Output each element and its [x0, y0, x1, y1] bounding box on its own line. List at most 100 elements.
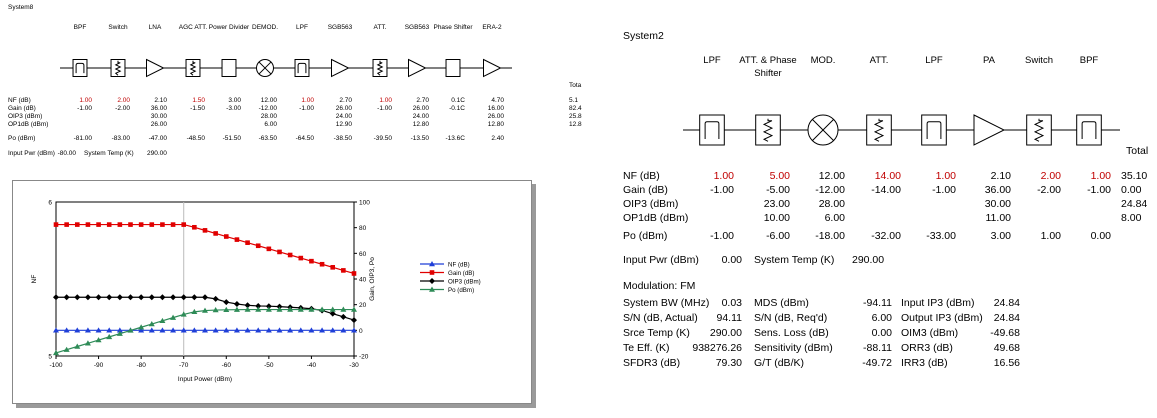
cell-value: 1.00	[301, 97, 314, 104]
cell-value: 14.00	[874, 170, 901, 182]
lowpass-filter-icon[interactable]	[294, 59, 310, 77]
component-label: Phase Shifter	[433, 24, 473, 31]
component-label: AGC ATT.	[178, 24, 208, 31]
legend-label: NF (dB)	[448, 261, 470, 268]
component-label: LNA	[148, 24, 162, 31]
input-power-label: Input Pwr (dBm)	[623, 254, 699, 266]
cell-value: -33.00	[926, 230, 956, 242]
data-point	[202, 327, 208, 333]
bandpass-filter-icon[interactable]	[72, 59, 88, 77]
input-power-value[interactable]: -80.00	[57, 150, 76, 157]
cell-value: 36.00	[150, 105, 167, 112]
switch-icon[interactable]	[1026, 114, 1052, 146]
input-power-value[interactable]: 0.00	[721, 254, 742, 266]
attenuator-icon[interactable]	[185, 59, 201, 77]
row-label: Gain (dB)	[623, 184, 668, 196]
data-point	[53, 349, 59, 356]
amplifier-icon[interactable]	[973, 114, 1006, 146]
data-point	[223, 327, 230, 333]
data-point	[351, 327, 357, 333]
amplifier-icon[interactable]	[331, 58, 350, 78]
total-header: Tota	[569, 82, 582, 89]
cell-value: -13.50	[410, 135, 429, 142]
data-point	[191, 308, 198, 315]
data-point	[429, 261, 435, 267]
cell-value: -63.50	[258, 135, 277, 142]
data-point	[192, 224, 197, 230]
legend-item: Po (dBm)	[420, 286, 474, 294]
x-tick-label: -60	[222, 362, 232, 369]
data-point	[138, 294, 145, 301]
y-right-tick-label: 20	[359, 302, 367, 309]
bandpass-filter-icon[interactable]	[1076, 114, 1102, 146]
attenuator-icon[interactable]	[755, 114, 781, 146]
summary-label: SFDR3 (dB)	[623, 357, 681, 369]
system-temp-value[interactable]: 290.00	[147, 150, 167, 157]
attenuator-icon[interactable]	[372, 59, 388, 77]
component-label: MOD.	[810, 55, 836, 66]
phase-shifter-icon[interactable]	[445, 59, 461, 77]
component-label: BPF	[1079, 55, 1099, 66]
mixer-icon[interactable]	[807, 114, 839, 146]
cell-value: 30.00	[150, 113, 167, 120]
data-point	[255, 243, 261, 249]
data-point	[159, 327, 166, 333]
total-header: Total	[1126, 145, 1149, 157]
cell-value: 26.00	[335, 105, 352, 112]
amplifier-icon[interactable]	[146, 58, 165, 78]
cell-value: 2.00	[1040, 170, 1061, 182]
cell-value: 1.00	[1090, 170, 1111, 182]
data-point	[160, 222, 165, 227]
data-point	[429, 278, 435, 284]
data-point	[148, 294, 155, 301]
lowpass-filter-icon[interactable]	[699, 114, 725, 146]
cell-value: 0.00	[1090, 230, 1111, 242]
amplifier-icon[interactable]	[408, 58, 427, 78]
cell-value: 6.00	[264, 121, 277, 128]
switch-icon[interactable]	[110, 59, 126, 77]
x-tick-label: -70	[179, 362, 189, 369]
data-point	[329, 310, 336, 317]
modulation-label: Modulation: FM	[623, 280, 696, 292]
x-tick-label: -40	[307, 362, 317, 369]
data-point	[330, 265, 336, 270]
data-point	[298, 255, 304, 261]
component-label: ERA-2	[482, 24, 502, 31]
data-point	[106, 294, 113, 301]
series-2	[53, 294, 357, 324]
component-label: DEMOD.	[252, 24, 278, 31]
data-point	[341, 268, 346, 273]
data-point	[340, 306, 347, 312]
y-right-tick-label: 0	[359, 328, 363, 335]
cell-value: 10.00	[763, 212, 790, 224]
data-point	[233, 306, 240, 312]
power-divider-icon[interactable]	[221, 59, 237, 77]
row-label: OP1dB (dBm)	[623, 212, 689, 224]
total-value: 25.8	[569, 113, 582, 120]
data-point	[329, 306, 336, 312]
data-point	[84, 294, 91, 301]
data-point	[244, 302, 251, 309]
cell-value: 6.00	[824, 212, 845, 224]
lowpass-filter-icon[interactable]	[921, 114, 947, 146]
data-point	[276, 306, 283, 312]
amplifier-icon[interactable]	[483, 58, 502, 78]
system-temp-value[interactable]: 290.00	[852, 254, 885, 266]
mixer-icon[interactable]	[256, 59, 274, 77]
data-point	[340, 313, 347, 320]
cell-value: 36.00	[984, 184, 1011, 196]
cell-value: -2.00	[1037, 184, 1061, 196]
summary-value: -88.11	[863, 342, 892, 354]
total-value: 5.1	[569, 97, 579, 104]
cell-value: -1.00	[1087, 184, 1111, 196]
summary-value: 94.11	[716, 312, 743, 324]
component-label: LPF	[925, 55, 943, 66]
cell-value: 12.00	[818, 170, 845, 182]
data-point	[170, 222, 176, 227]
cell-value: 2.40	[491, 135, 504, 142]
legend-label: Po (dBm)	[448, 287, 474, 294]
cell-value: 2.70	[339, 97, 352, 104]
summary-label: ORR3 (dB)	[901, 342, 953, 354]
attenuator-icon[interactable]	[866, 114, 892, 146]
cell-value: 12.80	[412, 121, 429, 128]
